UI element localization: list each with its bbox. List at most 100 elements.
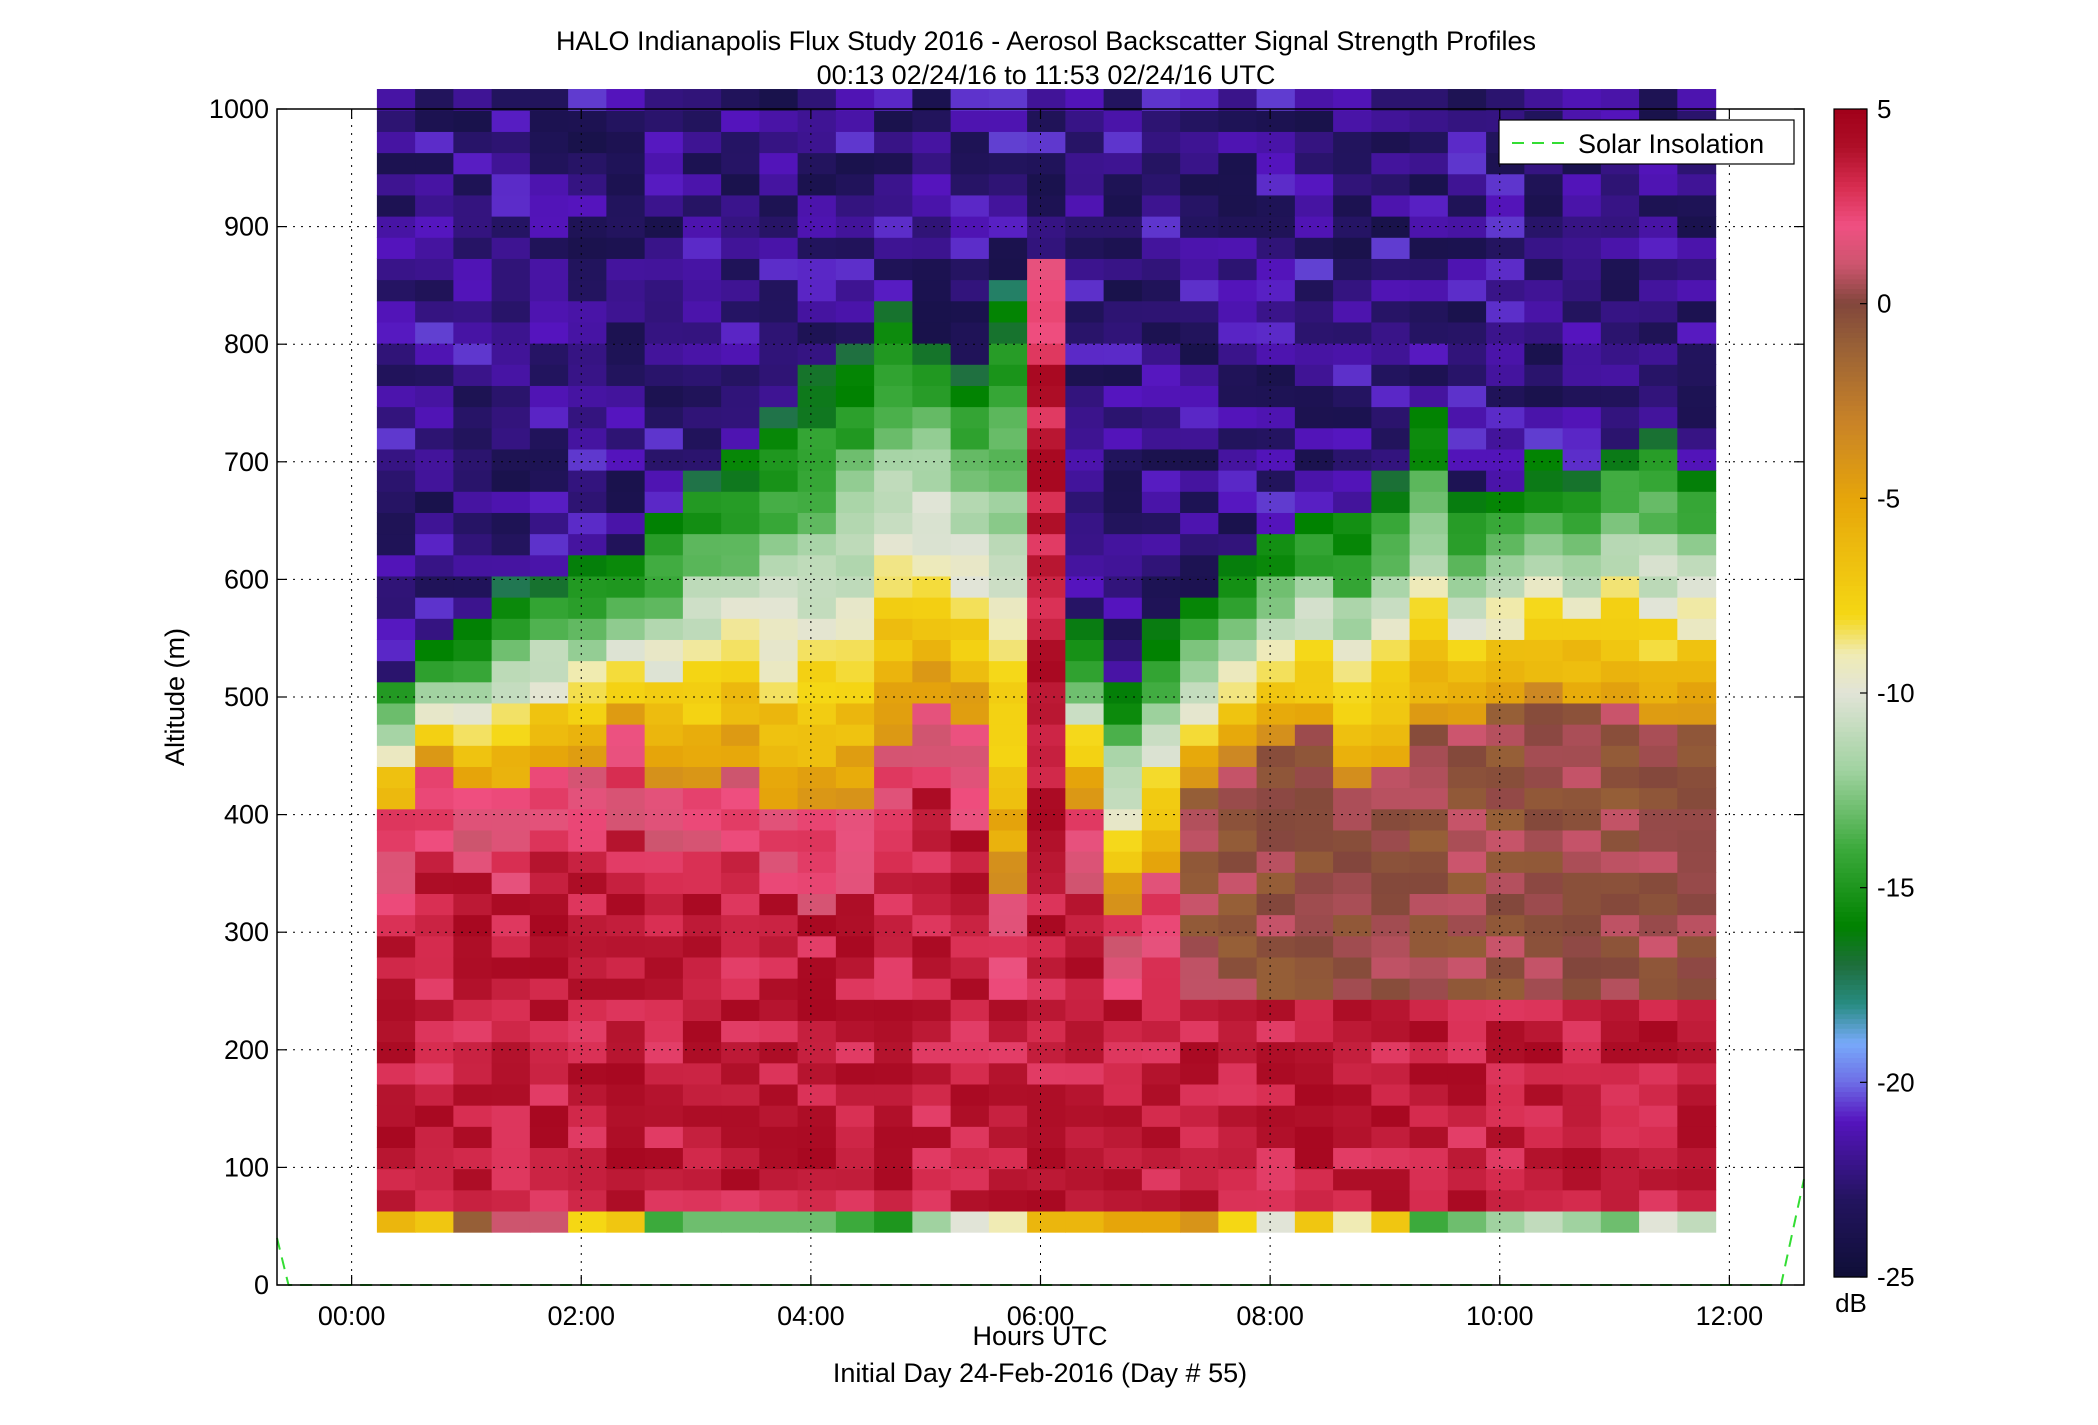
colorbar-stripe [1834, 410, 1867, 417]
heatmap-cell [1600, 618, 1640, 640]
heatmap-cell [1218, 745, 1258, 767]
heatmap-cell [1524, 935, 1564, 958]
colorbar-stripe [1834, 425, 1867, 431]
heatmap-cell [1524, 533, 1564, 556]
legend[interactable]: Solar Insolation [1498, 119, 1795, 165]
heatmap-cell [1562, 681, 1602, 704]
heatmap-cell [835, 597, 875, 619]
heatmap-cell [1141, 448, 1181, 471]
heatmap-cell [1027, 999, 1066, 1021]
heatmap-cell [1027, 978, 1066, 1000]
heatmap-cell [1371, 851, 1411, 873]
heatmap-cell [1256, 1020, 1296, 1043]
x-tick-label: 06:00 [1007, 1301, 1075, 1331]
heatmap-cell [988, 851, 1028, 873]
heatmap-cell [491, 702, 531, 725]
heatmap-cell [415, 829, 454, 852]
heatmap-cell [491, 131, 531, 154]
heatmap-cell [529, 110, 569, 132]
heatmap-cell [1409, 279, 1449, 302]
heatmap-cell [1141, 872, 1181, 894]
heatmap-cell [721, 1168, 760, 1191]
heatmap-cell [415, 956, 454, 979]
heatmap-cell [950, 194, 990, 217]
heatmap-cell [950, 999, 990, 1021]
heatmap-cell [1218, 851, 1258, 873]
heatmap-cell [682, 872, 722, 894]
colorbar-stripe [1834, 474, 1867, 480]
heatmap-cell [682, 1041, 722, 1064]
heatmap-cell [1065, 978, 1105, 1000]
colorbar-stripe [1834, 897, 1867, 903]
heatmap-cell [1562, 999, 1602, 1021]
heatmap-cell [1294, 702, 1334, 725]
colorbar-stripe [1834, 1096, 1867, 1103]
heatmap-cell [1256, 1210, 1296, 1233]
heatmap-cell [835, 364, 875, 386]
colorbar-tick-label: -25 [1877, 1262, 1915, 1292]
heatmap-cell [835, 575, 875, 598]
colorbar-stripe [1834, 746, 1867, 752]
heatmap-cell [682, 1168, 722, 1191]
colorbar-stripe [1834, 960, 1867, 967]
heatmap-cell [1027, 470, 1066, 492]
heatmap-cell [1677, 766, 1717, 789]
heatmap-cell [1180, 554, 1219, 577]
heatmap-cell [1027, 808, 1066, 831]
heatmap-cell [797, 851, 837, 873]
y-tick-label: 500 [224, 682, 269, 712]
heatmap-cell [797, 1147, 837, 1170]
heatmap-cell [1065, 575, 1105, 598]
heatmap-cell [453, 724, 493, 746]
heatmap-cell [491, 787, 531, 810]
colorbar-tick-label: -20 [1877, 1067, 1915, 1097]
heatmap-cell [1447, 618, 1487, 640]
heatmap-cell [721, 131, 760, 154]
colorbar-stripe [1834, 1252, 1867, 1259]
heatmap-cell [1294, 300, 1334, 323]
heatmap-cell [759, 216, 799, 238]
heatmap-cell [1562, 639, 1602, 662]
heatmap-cell [1639, 491, 1678, 513]
heatmap-cell [491, 364, 531, 386]
heatmap-cell [1141, 406, 1181, 429]
heatmap-cell [1141, 681, 1181, 704]
heatmap-cell [453, 1105, 493, 1127]
heatmap-cell [797, 1041, 837, 1064]
colorbar-stripe [1834, 668, 1867, 675]
heatmap-cell [988, 575, 1028, 598]
heatmap-cell [1409, 512, 1449, 535]
heatmap-cell [835, 914, 875, 937]
heatmap-cell [491, 575, 531, 598]
colorbar-stripe [1834, 1058, 1867, 1064]
heatmap-cell [1256, 808, 1296, 831]
heatmap-cell [759, 554, 799, 577]
heatmap-cell [1677, 893, 1717, 916]
heatmap-cell [1027, 512, 1066, 535]
heatmap-cell [797, 491, 837, 513]
y-tick-label: 900 [224, 212, 269, 242]
heatmap-cell [1639, 914, 1678, 937]
heatmap-cell [1409, 935, 1449, 958]
heatmap-cell [759, 1126, 799, 1149]
heatmap-cell [835, 766, 875, 789]
heatmap-cell [1218, 533, 1258, 556]
heatmap-cell [1486, 935, 1525, 958]
heatmap-cell [491, 745, 531, 767]
heatmap-cell [1256, 152, 1296, 175]
heatmap-cell [1065, 745, 1105, 767]
heatmap-cell [1562, 321, 1602, 344]
heatmap-cell [682, 681, 722, 704]
heatmap-cell [950, 131, 990, 154]
heatmap-cell [835, 872, 875, 894]
heatmap-cell [950, 279, 990, 302]
heatmap-cell [568, 470, 607, 492]
colorbar-stripe [1834, 1218, 1867, 1225]
heatmap-cell [1600, 639, 1640, 662]
heatmap-cell [1027, 1105, 1066, 1127]
heatmap-cell [797, 660, 837, 683]
heatmap-cell [721, 343, 760, 365]
heatmap-cell [1027, 1147, 1066, 1170]
heatmap-cell [1639, 978, 1678, 1000]
heatmap-cell [606, 1189, 646, 1212]
